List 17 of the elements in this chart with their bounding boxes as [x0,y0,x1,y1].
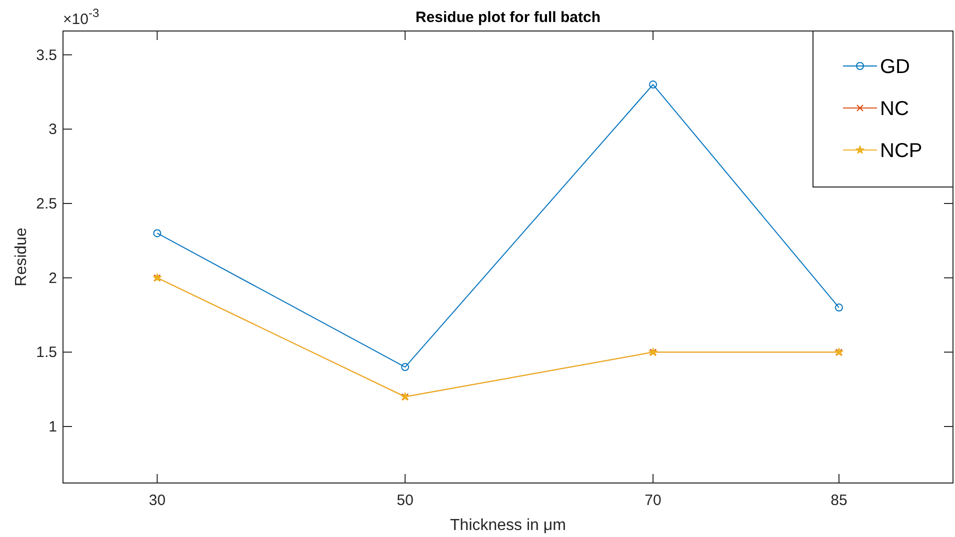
y-tick-label: 1 [48,418,57,436]
y-axis-title: Residue [13,228,30,286]
legend-label: NCP [880,140,922,162]
y-tick-label: 2 [48,270,57,287]
x-tick-label: 30 [148,492,166,509]
y-tick-label: 3 [48,121,57,138]
y-tick-label: 3.5 [36,46,57,64]
y-tick-label: 1.5 [36,344,57,362]
x-axis-title: Thickness in μm [450,517,566,534]
legend-label: GD [880,56,910,78]
legend-label: NC [880,98,909,120]
chart-title: Residue plot for full batch [415,9,601,26]
text: ×10$^{-3}$ [63,6,100,28]
x-tick-label: 50 [396,492,414,509]
y-tick-label: 2.5 [36,195,57,212]
x-tick-label: 70 [644,492,662,509]
x-tick-label: 85 [830,492,848,509]
